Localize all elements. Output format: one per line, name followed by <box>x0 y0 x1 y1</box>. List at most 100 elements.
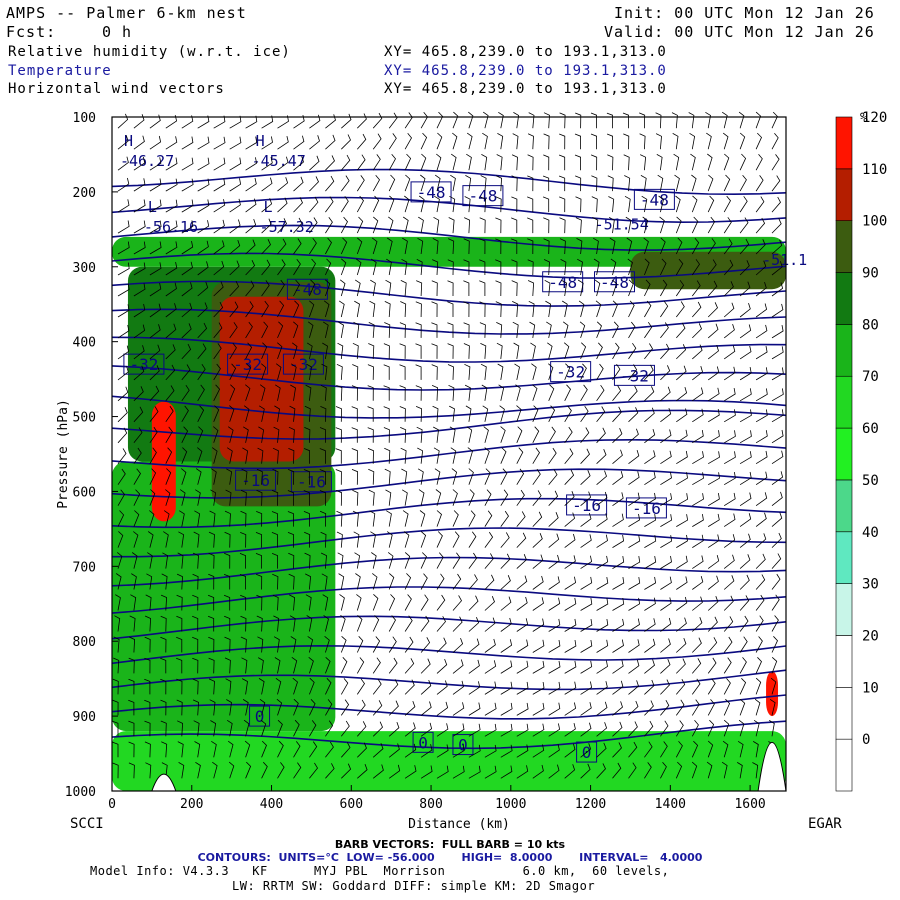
wind-barb <box>133 386 144 402</box>
wind-barb <box>675 301 685 318</box>
wind-barb <box>516 618 529 632</box>
wind-barb <box>527 238 534 255</box>
colorbar-label: 100 <box>862 214 887 230</box>
wind-barb <box>468 552 478 569</box>
wind-barb <box>771 175 781 192</box>
wind-barb <box>335 406 342 422</box>
wind-barb <box>755 450 768 465</box>
wind-barb <box>739 409 752 423</box>
x-tick-label: 800 <box>419 797 442 812</box>
wind-barb <box>372 216 379 234</box>
wind-barb <box>383 364 390 380</box>
wind-barb <box>387 552 394 569</box>
wind-barb <box>608 216 615 234</box>
wind-barb <box>564 448 574 464</box>
wind-barb <box>192 636 199 653</box>
wind-barb <box>468 574 478 590</box>
wind-barb <box>562 321 569 339</box>
wind-barb <box>628 700 639 716</box>
colorbar-label: 120 <box>862 110 887 126</box>
wind-barb <box>271 511 278 527</box>
wind-barb <box>628 385 638 402</box>
wind-barb <box>211 468 217 485</box>
wind-barb <box>500 447 507 464</box>
colorbar-label: 70 <box>862 369 879 385</box>
wind-barb <box>607 154 614 171</box>
wind-barb <box>226 468 233 485</box>
wind-barb <box>468 744 481 758</box>
wind-barb <box>165 199 178 213</box>
wind-barb <box>181 282 193 297</box>
wind-barb <box>543 133 550 150</box>
wind-barb <box>511 238 518 254</box>
wind-barb <box>564 533 576 548</box>
wind-barb <box>676 344 687 360</box>
wind-barb <box>325 678 332 695</box>
wind-barb <box>655 112 662 129</box>
wind-barb <box>321 573 328 590</box>
isotherm-label-text: 0 <box>255 707 265 726</box>
wind-barb <box>484 553 494 569</box>
wind-barb <box>273 636 280 653</box>
wind-barb <box>255 553 262 569</box>
isotherm-label: -48 <box>410 181 452 203</box>
wind-barb <box>468 659 480 674</box>
temperature-extreme: H -45.47 <box>252 132 306 170</box>
wind-barb <box>628 300 635 318</box>
wind-barb <box>320 406 327 422</box>
wind-barb <box>692 344 703 360</box>
wind-barb <box>755 636 763 653</box>
wind-barb <box>723 153 730 171</box>
wind-barb <box>558 175 566 192</box>
wind-barb <box>144 678 151 695</box>
wind-barb <box>644 343 653 360</box>
wind-barb <box>452 489 458 506</box>
wind-barb <box>755 196 765 213</box>
wind-barb <box>722 132 729 150</box>
wind-barb <box>660 322 669 339</box>
wind-barb <box>431 301 438 318</box>
wind-barb <box>404 174 411 192</box>
wind-barb <box>500 596 512 611</box>
wind-barb <box>484 489 492 506</box>
wind-barb <box>388 700 399 716</box>
wind-barb <box>225 489 232 506</box>
wind-barb <box>275 677 282 695</box>
wind-barb <box>482 111 489 129</box>
wind-barb <box>484 447 490 464</box>
wind-barb <box>771 409 784 423</box>
wind-barb <box>463 301 470 318</box>
wind-barb <box>369 300 376 318</box>
wind-barb <box>608 196 615 213</box>
wind-barb <box>277 136 289 150</box>
wind-barb <box>192 615 199 632</box>
wind-barb <box>417 468 424 485</box>
wind-barb <box>496 342 503 359</box>
wind-barb <box>707 616 718 632</box>
wind-barb <box>516 596 528 611</box>
wind-barb <box>117 220 130 234</box>
wind-barb <box>755 346 768 360</box>
x-tick-label: 1400 <box>655 797 686 812</box>
wind-barb <box>351 406 358 422</box>
wind-barb <box>277 719 283 737</box>
wind-barb <box>463 343 470 359</box>
isotherm-label-box <box>227 353 269 375</box>
wind-barb <box>500 575 511 590</box>
wind-barb <box>335 427 342 443</box>
wind-barb <box>133 114 145 129</box>
wind-barb <box>500 744 513 758</box>
wind-barb <box>431 364 438 380</box>
wind-barb <box>628 279 634 297</box>
wind-barb <box>224 615 231 632</box>
wind-barb <box>611 279 618 297</box>
isotherm-line <box>111 720 787 750</box>
wind-barb <box>293 176 304 192</box>
wind-barb <box>117 510 125 527</box>
isotherm-label-box <box>566 494 608 516</box>
wind-barb <box>372 174 380 192</box>
wind-barb <box>532 702 545 716</box>
wind-barb <box>149 220 162 234</box>
wind-barb <box>497 133 504 150</box>
wind-barb <box>229 219 241 234</box>
